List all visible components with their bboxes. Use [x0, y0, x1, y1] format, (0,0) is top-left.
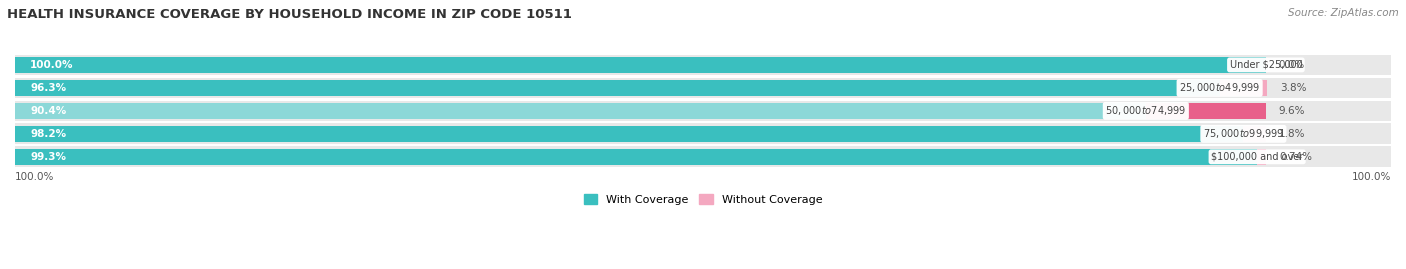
- Legend: With Coverage, Without Coverage: With Coverage, Without Coverage: [583, 194, 823, 205]
- Bar: [15, 77, 1391, 98]
- Text: 100.0%: 100.0%: [30, 60, 73, 70]
- Bar: [1243, 126, 1265, 142]
- Bar: [15, 147, 1391, 167]
- Text: $75,000 to $99,999: $75,000 to $99,999: [1202, 127, 1284, 140]
- Bar: [15, 103, 1146, 119]
- Text: 100.0%: 100.0%: [15, 172, 55, 182]
- Bar: [15, 149, 1257, 165]
- Bar: [15, 57, 1265, 73]
- Text: $100,000 and over: $100,000 and over: [1211, 152, 1303, 162]
- Text: 99.3%: 99.3%: [30, 152, 66, 162]
- Bar: [15, 126, 1243, 142]
- Text: 0.74%: 0.74%: [1279, 152, 1312, 162]
- Bar: [1257, 149, 1267, 165]
- Bar: [15, 101, 1391, 121]
- Text: 1.8%: 1.8%: [1278, 129, 1305, 139]
- Text: Source: ZipAtlas.com: Source: ZipAtlas.com: [1288, 8, 1399, 18]
- Text: 3.8%: 3.8%: [1279, 83, 1306, 93]
- Text: Under $25,000: Under $25,000: [1229, 60, 1302, 70]
- Text: 98.2%: 98.2%: [30, 129, 66, 139]
- Bar: [15, 80, 1219, 96]
- Text: 100.0%: 100.0%: [1351, 172, 1391, 182]
- Bar: [15, 123, 1391, 144]
- Text: $25,000 to $49,999: $25,000 to $49,999: [1180, 82, 1260, 94]
- Bar: [1146, 103, 1265, 119]
- Text: HEALTH INSURANCE COVERAGE BY HOUSEHOLD INCOME IN ZIP CODE 10511: HEALTH INSURANCE COVERAGE BY HOUSEHOLD I…: [7, 8, 572, 21]
- Bar: [15, 55, 1391, 75]
- Text: $50,000 to $74,999: $50,000 to $74,999: [1105, 104, 1187, 117]
- Text: 9.6%: 9.6%: [1278, 106, 1305, 116]
- Text: 96.3%: 96.3%: [30, 83, 66, 93]
- Text: 0.0%: 0.0%: [1278, 60, 1305, 70]
- Bar: [1219, 80, 1267, 96]
- Text: 90.4%: 90.4%: [30, 106, 66, 116]
